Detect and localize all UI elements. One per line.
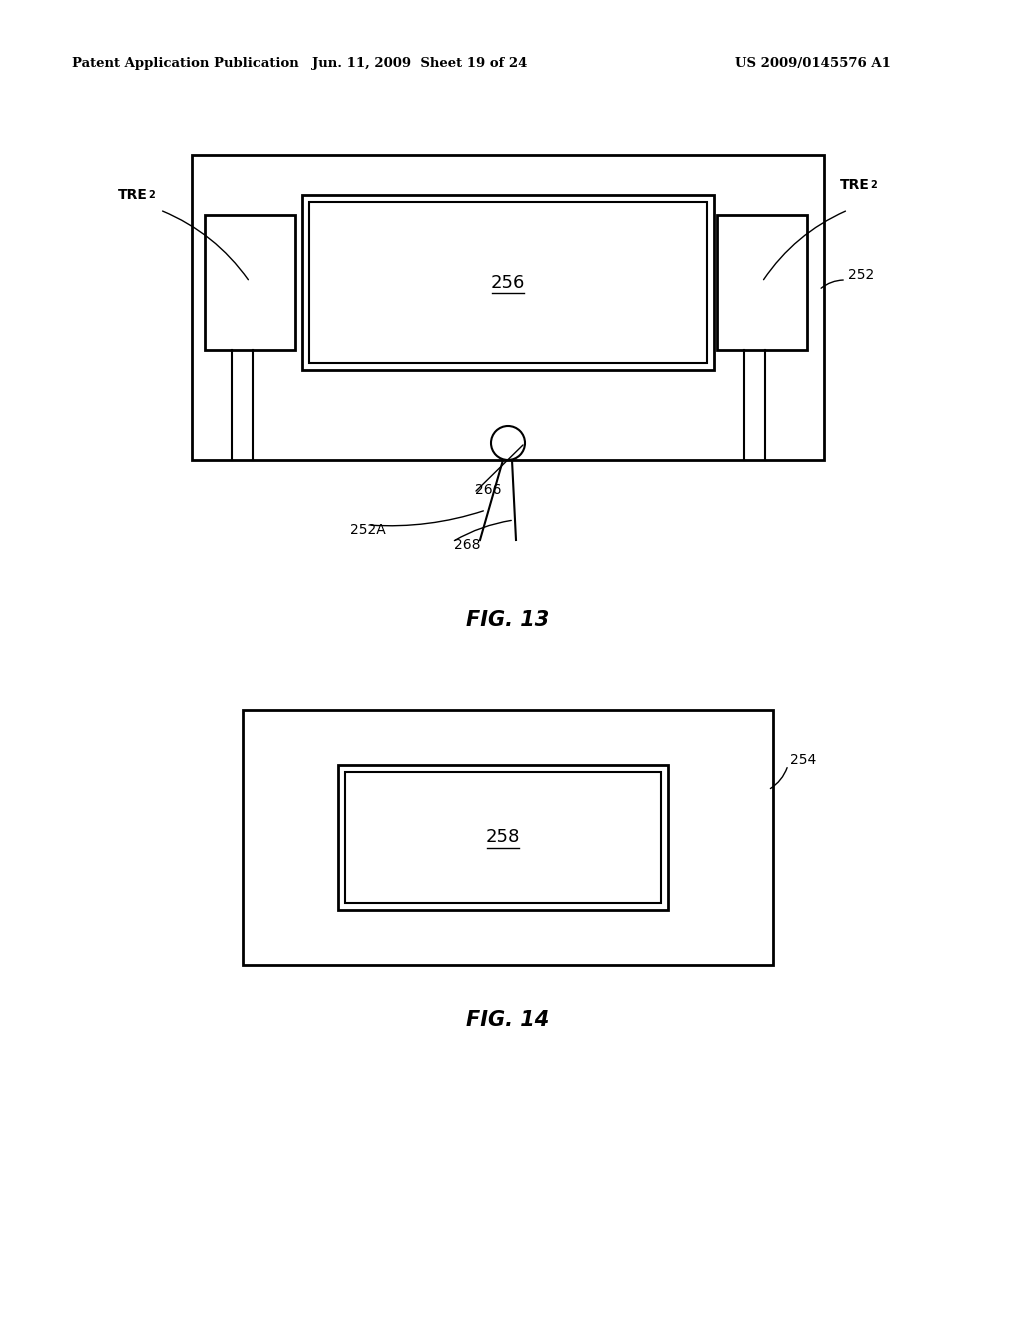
- Text: FIG. 13: FIG. 13: [466, 610, 550, 630]
- Text: US 2009/0145576 A1: US 2009/0145576 A1: [735, 57, 891, 70]
- Bar: [717, 215, 807, 350]
- Text: 252A: 252A: [350, 523, 386, 537]
- Text: TRE: TRE: [840, 178, 869, 191]
- Bar: [309, 202, 707, 363]
- Bar: [205, 215, 295, 350]
- Text: 2: 2: [148, 190, 155, 201]
- Text: Patent Application Publication: Patent Application Publication: [72, 57, 299, 70]
- Bar: [302, 195, 714, 370]
- Text: 258: 258: [485, 829, 520, 846]
- Text: 268: 268: [454, 539, 480, 552]
- Text: 254: 254: [790, 752, 816, 767]
- Text: 2: 2: [870, 180, 877, 190]
- Text: FIG. 14: FIG. 14: [466, 1010, 550, 1030]
- Bar: [243, 710, 773, 965]
- Text: 266: 266: [475, 483, 502, 498]
- Text: 256: 256: [490, 273, 525, 292]
- Text: 252: 252: [848, 268, 874, 282]
- Text: TRE: TRE: [118, 187, 147, 202]
- Bar: [338, 766, 668, 909]
- Text: Jun. 11, 2009  Sheet 19 of 24: Jun. 11, 2009 Sheet 19 of 24: [312, 57, 527, 70]
- Bar: [193, 154, 824, 459]
- Bar: [345, 772, 662, 903]
